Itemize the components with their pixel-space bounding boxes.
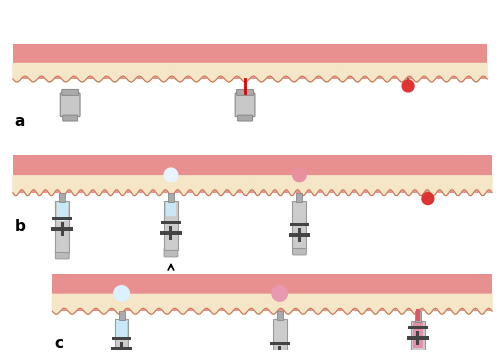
- Bar: [120, 342, 123, 354]
- Bar: [407, 336, 429, 340]
- Polygon shape: [13, 63, 176, 82]
- Bar: [160, 231, 182, 235]
- Polygon shape: [368, 176, 492, 196]
- FancyBboxPatch shape: [236, 90, 254, 95]
- Bar: [292, 201, 306, 248]
- FancyBboxPatch shape: [62, 90, 78, 95]
- Bar: [114, 319, 128, 354]
- Circle shape: [402, 80, 414, 92]
- FancyBboxPatch shape: [56, 250, 69, 259]
- FancyBboxPatch shape: [132, 155, 255, 193]
- FancyBboxPatch shape: [255, 155, 368, 193]
- Bar: [118, 311, 124, 320]
- FancyBboxPatch shape: [358, 274, 492, 311]
- Polygon shape: [358, 294, 492, 314]
- Bar: [270, 342, 289, 345]
- Text: c: c: [54, 336, 64, 351]
- FancyBboxPatch shape: [13, 155, 132, 193]
- Bar: [411, 321, 425, 354]
- Bar: [56, 201, 69, 252]
- Bar: [52, 217, 72, 221]
- Bar: [116, 320, 127, 337]
- FancyBboxPatch shape: [52, 274, 210, 311]
- Circle shape: [114, 286, 130, 301]
- FancyBboxPatch shape: [60, 93, 80, 116]
- FancyBboxPatch shape: [210, 274, 358, 311]
- Text: a: a: [15, 114, 25, 129]
- Bar: [416, 331, 420, 345]
- Bar: [415, 311, 421, 322]
- Bar: [416, 309, 420, 321]
- Circle shape: [422, 193, 434, 205]
- FancyBboxPatch shape: [238, 115, 252, 121]
- Bar: [110, 347, 132, 351]
- Bar: [112, 337, 132, 341]
- Bar: [166, 201, 176, 216]
- Circle shape: [272, 286, 287, 301]
- FancyBboxPatch shape: [176, 45, 339, 79]
- Polygon shape: [339, 63, 487, 82]
- Bar: [276, 311, 282, 320]
- Bar: [278, 346, 281, 354]
- Bar: [61, 222, 64, 236]
- Bar: [408, 326, 428, 329]
- Bar: [288, 233, 310, 237]
- Bar: [170, 226, 172, 240]
- Bar: [296, 193, 302, 201]
- Polygon shape: [255, 176, 368, 196]
- Polygon shape: [210, 294, 358, 314]
- Bar: [290, 223, 310, 226]
- FancyBboxPatch shape: [235, 93, 255, 116]
- Polygon shape: [13, 176, 132, 196]
- Polygon shape: [132, 176, 255, 196]
- Bar: [57, 201, 68, 221]
- Bar: [269, 351, 290, 354]
- Bar: [161, 221, 181, 224]
- FancyBboxPatch shape: [63, 115, 78, 121]
- FancyBboxPatch shape: [292, 246, 306, 255]
- FancyBboxPatch shape: [368, 155, 492, 193]
- FancyBboxPatch shape: [164, 248, 178, 257]
- Circle shape: [164, 168, 178, 182]
- Bar: [168, 193, 174, 201]
- FancyBboxPatch shape: [13, 45, 176, 79]
- Circle shape: [292, 168, 306, 182]
- Bar: [272, 319, 286, 354]
- Bar: [52, 227, 73, 231]
- Polygon shape: [176, 63, 339, 82]
- Bar: [298, 228, 301, 242]
- Bar: [60, 193, 65, 201]
- Polygon shape: [52, 294, 210, 314]
- Bar: [412, 322, 424, 348]
- FancyBboxPatch shape: [339, 45, 487, 79]
- Bar: [164, 201, 178, 250]
- Text: b: b: [15, 219, 26, 234]
